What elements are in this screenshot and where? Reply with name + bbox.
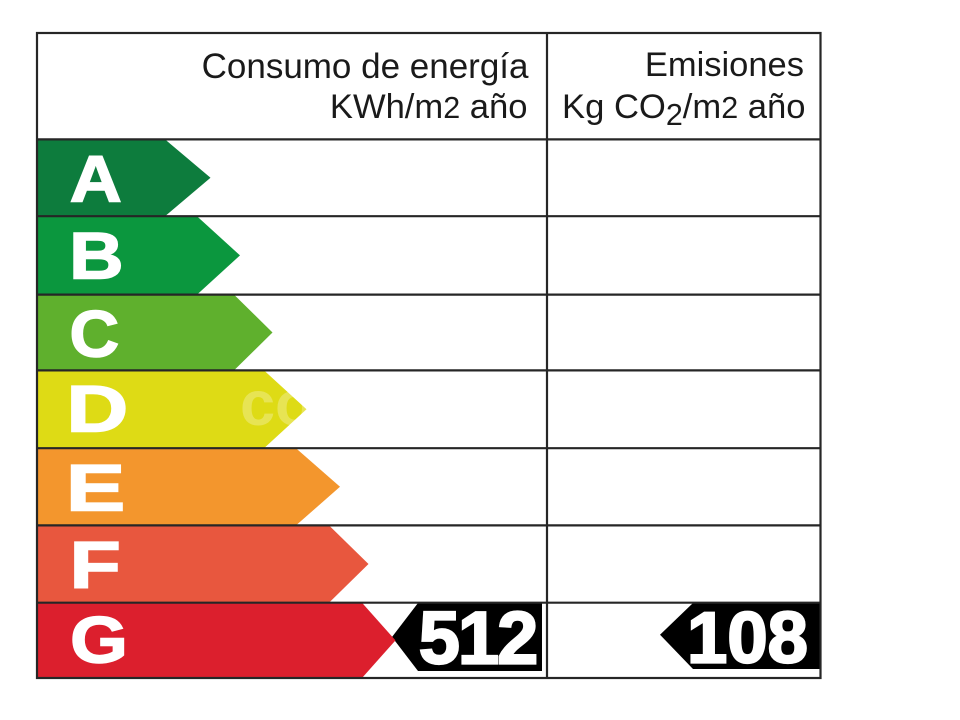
- svg-text:KWh/m2 año: KWh/m2 año: [330, 88, 528, 126]
- svg-text:D: D: [66, 373, 128, 446]
- svg-text:Kg CO2/m2 año: Kg CO2/m2 año: [562, 88, 805, 132]
- svg-text:Emisiones: Emisiones: [645, 46, 804, 84]
- svg-text:A: A: [70, 142, 122, 215]
- svg-text:co: co: [240, 369, 314, 439]
- svg-text:B: B: [69, 220, 124, 293]
- svg-text:512: 512: [419, 596, 536, 679]
- svg-text:C: C: [70, 297, 120, 370]
- svg-text:108: 108: [687, 598, 808, 679]
- svg-text:G: G: [70, 604, 128, 677]
- svg-text:Consumo de energía: Consumo de energía: [202, 47, 529, 86]
- svg-text:E: E: [66, 451, 125, 524]
- svg-text:F: F: [70, 528, 121, 601]
